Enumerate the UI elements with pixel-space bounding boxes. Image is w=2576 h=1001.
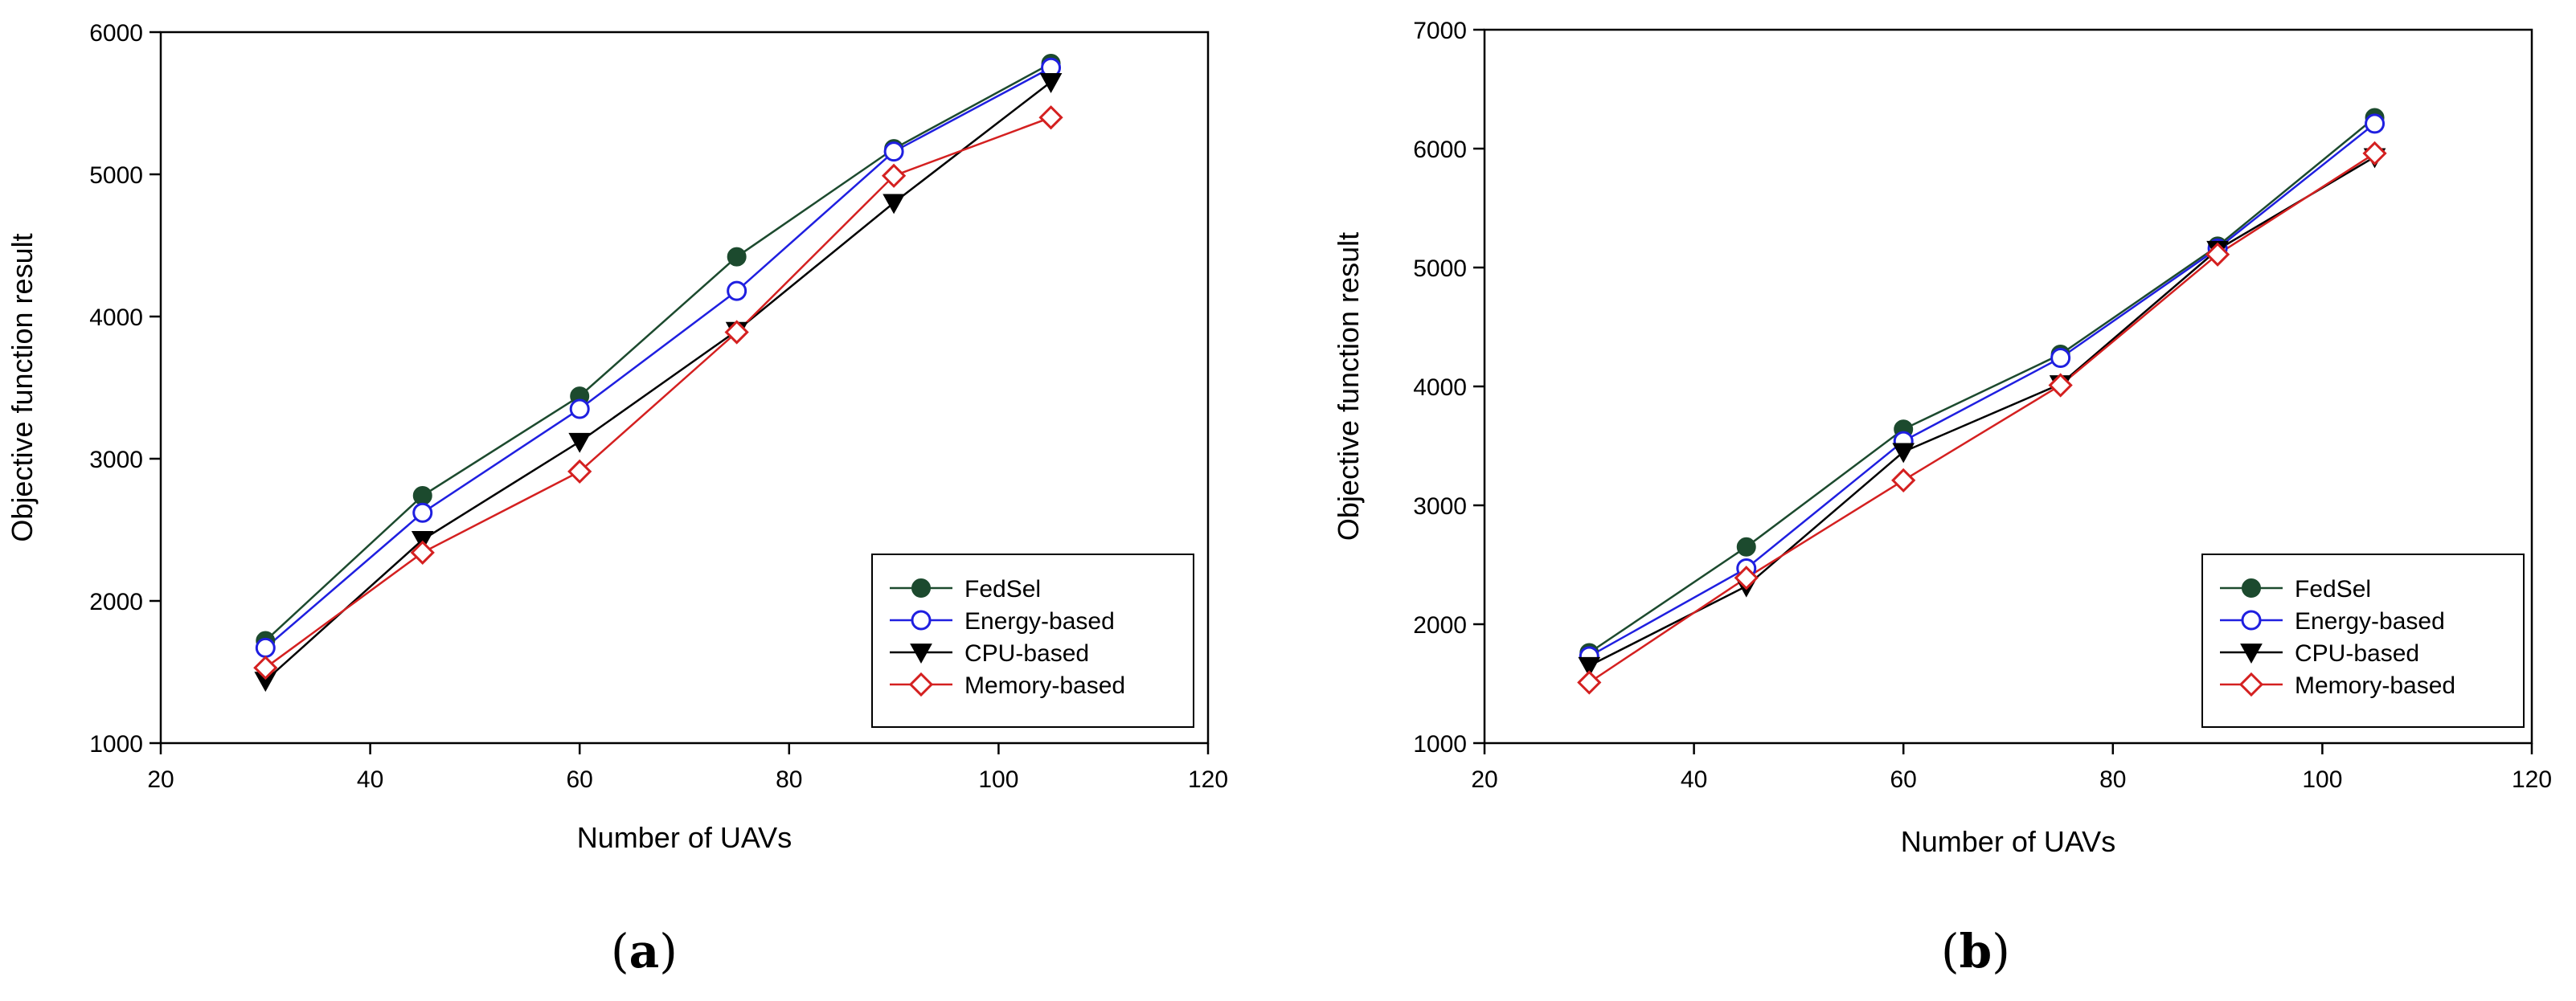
- chart-a-legend-label-memory-based: Memory-based: [964, 672, 1125, 699]
- chart-a-series-line-fedsel: [264, 62, 1052, 642]
- chart-a-legend-marker-cpu-based: [910, 644, 932, 664]
- chart-a-legend-label-cpu-based: CPU-based: [964, 640, 1089, 667]
- chart-a-point-memory-based: [724, 320, 749, 345]
- chart-a: 20 40 60 80 100 120 1000 2000 3000 4000 5000 6000 Nu…: [6, 20, 1228, 854]
- chart-a-point-memory-based: [1038, 105, 1063, 130]
- chart-a-point-fedsel: [412, 486, 432, 506]
- chart-a-point-memory-based: [881, 163, 907, 188]
- panel-label-b-letter: b: [1959, 924, 1992, 979]
- chart-a-point-memory-based: [567, 459, 592, 484]
- chart-a-plot-frame: [159, 31, 1210, 745]
- chart-b-x-tick-label: 20: [1471, 766, 1497, 793]
- chart-b-y-tick-label: 4000: [1413, 374, 1467, 401]
- chart-b-legend: FedSel Energy-based CPU-based Memory-based: [2201, 554, 2525, 728]
- chart-b-x-tick-label: 120: [2512, 766, 2552, 793]
- chart-b-point-memory-based: [2362, 141, 2387, 166]
- chart-a-y-tick-label: 3000: [89, 447, 143, 473]
- chart-a-legend-marker-fedsel: [911, 578, 931, 598]
- chart-b-series-line-energy-based: [1588, 122, 2376, 658]
- chart-b-point-fedsel: [1736, 537, 1756, 557]
- chart-a-y-tick-label: 1000: [89, 731, 143, 758]
- panel-label-a-letter: a: [629, 924, 660, 979]
- chart-b-legend-label-cpu-based: CPU-based: [2295, 640, 2419, 667]
- chart-b-y-tick-label: 3000: [1413, 493, 1467, 520]
- chart-b-x-tick-label: 100: [2302, 766, 2342, 793]
- chart-a-legend-marker-energy-based: [911, 610, 932, 631]
- chart-a-point-memory-based: [253, 656, 278, 680]
- chart-a-legend: FedSel Energy-based CPU-based Memory-based: [871, 554, 1194, 728]
- chart-b-point-memory-based: [2205, 242, 2230, 267]
- chart-b: 20 40 60 80 100 120 1000 2000 3000 4000 5000 6000 70…: [1332, 18, 2552, 858]
- chart-a-legend-label-energy-based: Energy-based: [964, 608, 1115, 635]
- chart-b-point-memory-based: [1891, 468, 1916, 493]
- chart-a-x-axis-label: Number of UAVs: [577, 821, 792, 854]
- chart-a-y-axis-label: Objective function result: [6, 233, 39, 541]
- chart-b-y-tick-label: 6000: [1413, 137, 1467, 163]
- chart-b-y-tick-label: 5000: [1413, 255, 1467, 282]
- chart-a-y-tick-label: 5000: [89, 162, 143, 189]
- chart-a-point-cpu-based: [883, 194, 905, 214]
- chart-b-y-axis-label: Objective function result: [1332, 232, 1365, 541]
- chart-b-x-tick-label: 40: [1681, 766, 1707, 793]
- chart-a-series-line-memory-based: [264, 116, 1051, 669]
- chart-b-legend-marker-cpu-based: [2240, 644, 2263, 664]
- chart-b-series-line-cpu-based: [1588, 156, 2376, 667]
- chart-a-series-line-energy-based: [264, 67, 1052, 649]
- chart-a-x-tick-label: 20: [147, 766, 174, 793]
- chart-b-point-cpu-based: [1892, 443, 1915, 464]
- chart-a-x-tick-label: 100: [978, 766, 1018, 793]
- panel-label-b: (b): [1941, 924, 2010, 979]
- chart-b-legend-label-energy-based: Energy-based: [2295, 608, 2445, 635]
- chart-a-point-energy-based: [412, 502, 433, 523]
- chart-b-series-line-memory-based: [1588, 152, 2376, 684]
- chart-b-series-line-fedsel: [1588, 116, 2376, 654]
- panel-label-a: (a): [611, 924, 678, 979]
- chart-a-point-energy-based: [569, 398, 590, 419]
- chart-a-legend-marker-memory-based: [908, 672, 934, 697]
- chart-b-point-memory-based: [1577, 670, 1602, 695]
- chart-b-legend-marker-memory-based: [2238, 672, 2264, 697]
- chart-b-legend-label-fedsel: FedSel: [2295, 576, 2371, 603]
- chart-a-x-tick-label: 60: [567, 766, 593, 793]
- chart-a-x-tick-label: 40: [357, 766, 383, 793]
- chart-b-y-tick-label: 7000: [1413, 18, 1467, 44]
- chart-a-point-fedsel: [727, 247, 747, 267]
- chart-b-legend-label-memory-based: Memory-based: [2295, 672, 2455, 699]
- chart-a-y-tick-label: 4000: [89, 304, 143, 331]
- chart-a-x-tick-label: 120: [1188, 766, 1228, 793]
- chart-b-x-tick-label: 80: [2099, 766, 2126, 793]
- chart-b-legend-marker-energy-based: [2241, 610, 2262, 631]
- chart-b-point-energy-based: [2050, 347, 2071, 368]
- chart-b-x-tick-label: 60: [1890, 766, 1917, 793]
- chart-a-point-memory-based: [410, 540, 435, 565]
- chart-b-point-memory-based: [1734, 566, 1759, 590]
- chart-a-legend-label-fedsel: FedSel: [964, 576, 1041, 603]
- chart-a-series-line-cpu-based: [264, 80, 1052, 682]
- chart-b-point-memory-based: [2048, 373, 2073, 398]
- chart-a-point-energy-based: [255, 637, 276, 658]
- chart-a-point-energy-based: [883, 141, 904, 162]
- chart-b-legend-marker-fedsel: [2242, 578, 2261, 598]
- chart-a-point-cpu-based: [568, 432, 592, 453]
- chart-b-y-tick-label: 2000: [1413, 612, 1467, 639]
- chart-a-x-tick-label: 80: [776, 766, 802, 793]
- chart-b-point-cpu-based: [1578, 656, 1601, 677]
- chart-a-point-cpu-based: [1039, 73, 1063, 93]
- chart-b-y-tick-label: 1000: [1413, 731, 1467, 758]
- chart-a-y-tick-label: 6000: [89, 20, 143, 47]
- chart-a-point-energy-based: [727, 280, 747, 301]
- chart-b-point-energy-based: [2365, 113, 2386, 134]
- chart-a-y-tick-label: 2000: [89, 589, 143, 615]
- chart-b-x-axis-label: Number of UAVs: [1901, 825, 2115, 858]
